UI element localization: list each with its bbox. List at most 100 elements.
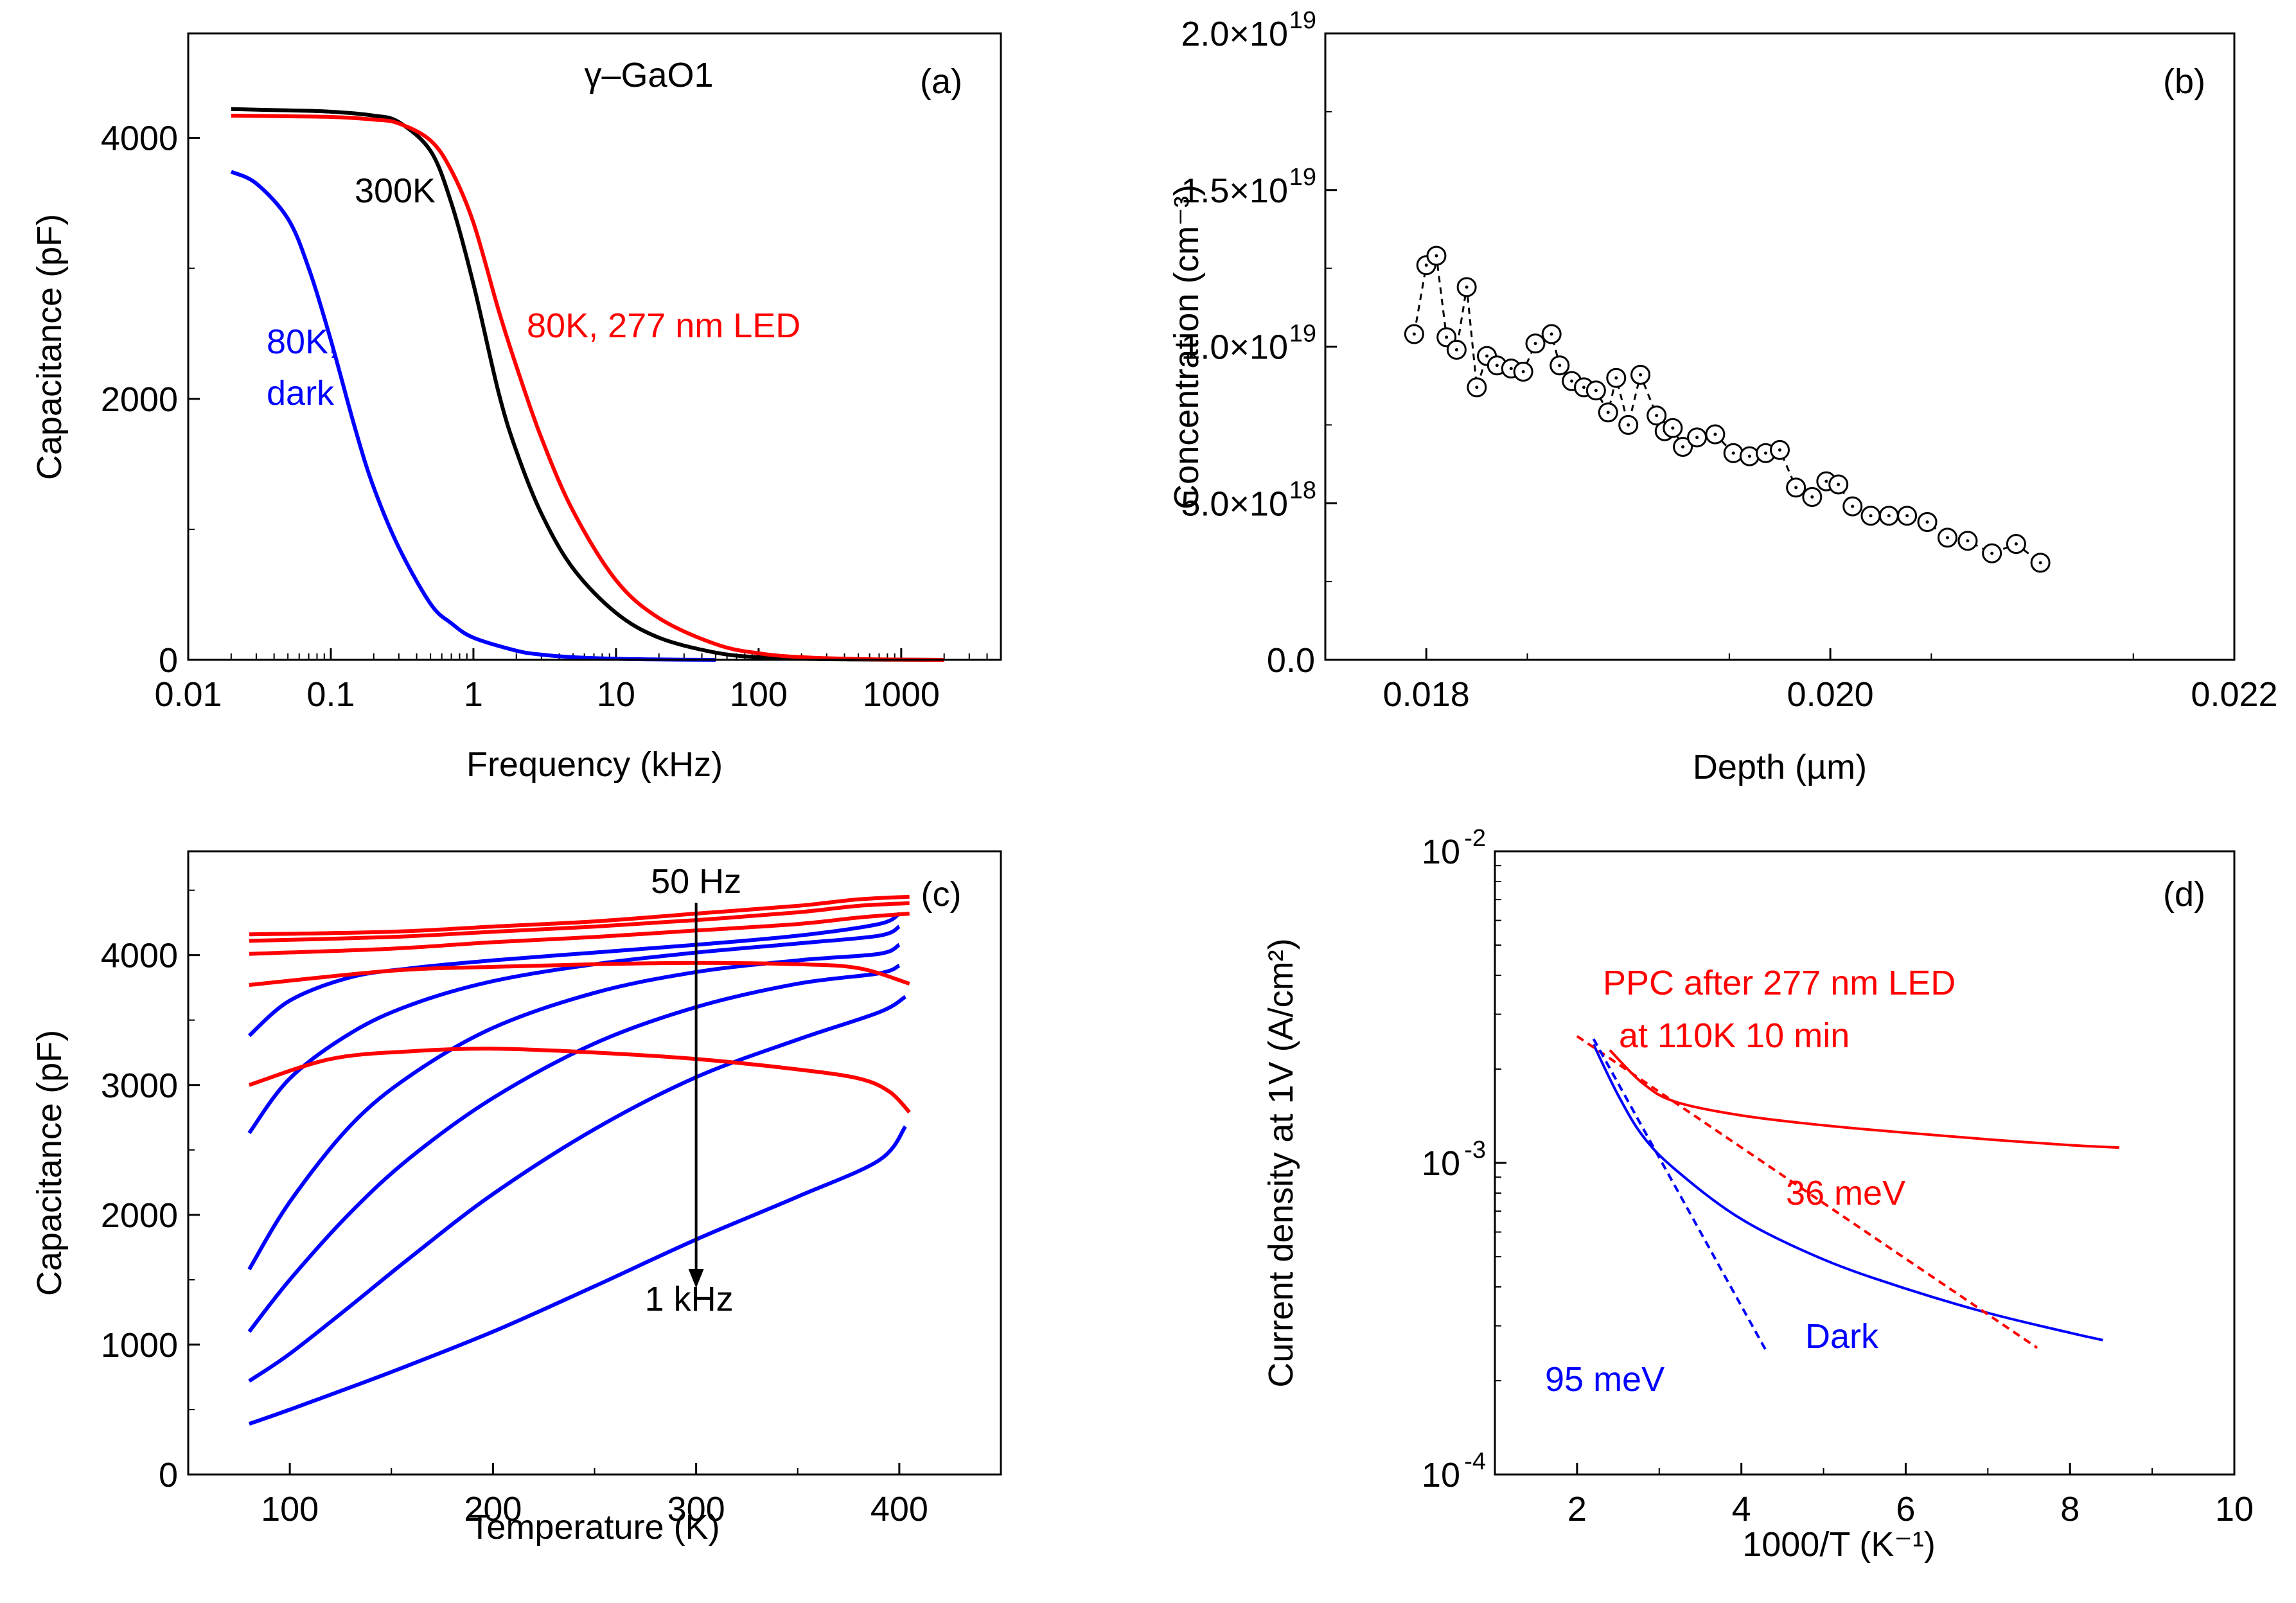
c-panel-label: (c) [921,875,962,914]
d-series-line [1592,1038,1767,1351]
b-point-dot [1794,486,1798,490]
b-point-dot [1424,263,1428,267]
b-frame [1324,32,2236,661]
b-ytick-exp: 19 [1289,321,1316,348]
b-point-dot [1606,411,1610,414]
a-title: γ–GaO1 [584,56,713,94]
b-point-dot [1465,285,1469,289]
c-ytick-label: 2000 [101,1196,178,1235]
b-point-dot [1509,367,1513,371]
b-ytick-exp: 19 [1289,164,1316,191]
a-panel-label: (a) [920,62,962,101]
b-point-dot [1810,495,1814,499]
c-arrow-head [688,1269,704,1288]
d-xtick-label: 8 [2060,1490,2080,1528]
b-point-dot [1731,451,1735,455]
d-annot-36: 36 meV [1786,1174,1905,1212]
d-xtick-label: 10 [2215,1490,2254,1528]
b-ylabel: Concentration (cm⁻³) [1167,184,1206,509]
b-point-dot [1945,536,1949,540]
b-xtick-label: 0.022 [2191,675,2277,714]
a-ylabel: Capacitance (pF) [30,214,69,480]
c-xtick-label: 100 [261,1490,319,1528]
b-ytick-label: 1.5×10 [1181,172,1288,210]
c-xtick-label: 200 [464,1490,522,1528]
b-point-dot [1778,448,1781,452]
b-point-dot [1671,426,1675,430]
d-ytick-exp: -4 [1464,1448,1486,1475]
b-ytick-exp: 19 [1289,7,1316,34]
c-series-line [248,995,907,1383]
b-point-dot [1454,348,1458,351]
a-xtick-label: 100 [730,675,788,714]
b-ytick-exp: 18 [1289,477,1316,504]
b-point-dot [1824,479,1828,483]
c-series-line [249,894,910,937]
a-label-led: 80K, 277 nm LED [527,306,800,345]
a-label-dark-1: 80K, [267,323,338,361]
c-series-line [247,943,901,1271]
b-point-dot [1521,370,1525,373]
b-point-dot [1905,514,1909,518]
a-frame [187,32,1002,661]
d-frame [1494,850,2236,1476]
c-series-line [249,901,910,943]
a-series-line [230,170,716,662]
b-point-dot [1627,423,1630,427]
d-xlabel: 1000/T (K⁻¹) [1742,1525,1936,1564]
a-ytick-label: 0 [159,641,178,680]
b-series-line [1413,253,2042,564]
c-series-line [248,1047,911,1114]
a-series-line [231,107,944,662]
b-point-dot [1713,432,1717,436]
b-point-dot [1837,483,1841,486]
a-label-300K: 300K [355,172,436,210]
a-series-line [231,114,944,662]
d-annot-95: 95 meV [1545,1360,1665,1399]
b-point-dot [1533,342,1537,346]
d-annot-dark: Dark [1805,1317,1879,1356]
b-point-dot [1550,332,1553,336]
c-series-line [248,1125,907,1426]
a-xtick-label: 10 [597,675,635,714]
b-point-dot [1681,445,1685,448]
c-xlabel: Temperature (K) [469,1508,720,1546]
b-ytick-label: 1.0×10 [1181,328,1288,367]
b-point-dot [1495,364,1499,368]
c-annot-bottom: 1 kHz [645,1280,734,1318]
c-series-line [247,964,901,1333]
c-frame [187,850,1002,1476]
b-point-dot [1887,514,1891,518]
b-point-dot [1655,414,1659,418]
b-point-dot [1435,254,1438,258]
b-point-dot [1582,385,1585,389]
b-point-dot [1869,514,1873,518]
b-point-dot [1747,454,1751,458]
b-point-dot [1614,376,1618,380]
a-xtick-label: 1000 [863,675,940,714]
b-point-dot [1990,551,1994,555]
c-series-line [249,961,910,987]
c-series-line [249,912,910,956]
b-point-dot [1763,451,1767,455]
c-ytick-label: 4000 [101,937,178,975]
b-point-dot [1570,379,1574,383]
d-xtick-label: 4 [1732,1490,1751,1528]
d-ytick-label: 10 [1422,1456,1460,1494]
d-panel-label: (d) [2163,875,2205,914]
b-point-dot [1475,385,1479,389]
panel-a: 0.01 0.1 1 10 100 1000 0 2000 4000 (a) γ–GaO1 300K 8… [30,32,1002,784]
c-series-line [247,912,901,1038]
b-point-dot [2014,542,2018,546]
b-ytick-label: 0.0 [1267,641,1315,680]
a-xtick-label: 0.01 [154,675,222,714]
b-point-dot [1412,332,1416,336]
b-point-dot [1445,335,1449,339]
c-ytick-label: 0 [159,1456,178,1494]
b-xtick-label: 0.018 [1383,675,1470,714]
d-ytick-label: 10 [1422,833,1460,871]
d-ytick-exp: -2 [1464,825,1486,852]
